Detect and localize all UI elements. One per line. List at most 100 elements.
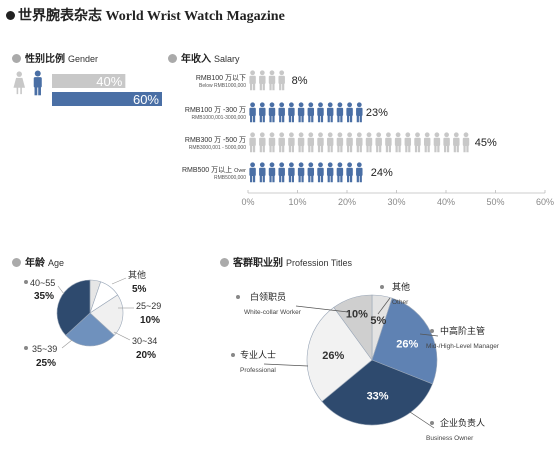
x-tick-label: 40% xyxy=(437,197,455,207)
person-icon xyxy=(268,162,276,183)
person-head xyxy=(279,132,285,138)
person-body xyxy=(249,167,256,176)
person-leg xyxy=(288,175,292,183)
person-leg xyxy=(252,115,256,123)
age-leader-line xyxy=(111,277,127,285)
person-head xyxy=(318,102,323,108)
label-dot-icon xyxy=(24,280,28,284)
person-icon xyxy=(317,132,324,153)
person-icon xyxy=(259,162,266,183)
profession-slice-label: 专业人士 xyxy=(240,349,276,360)
person-head xyxy=(269,132,275,138)
person-icon xyxy=(259,102,266,123)
person-leg xyxy=(453,145,456,153)
person-leg xyxy=(282,145,285,153)
person-icon xyxy=(249,162,256,183)
person-head xyxy=(298,162,304,168)
profession-slice-label-en: Other xyxy=(392,299,409,306)
person-head xyxy=(308,102,314,108)
person-leg xyxy=(347,175,350,183)
person-icon xyxy=(346,162,353,183)
person-head xyxy=(318,162,323,168)
salary-category-sublabel: RMB3000,001 - 5000,000 xyxy=(189,145,246,151)
person-body xyxy=(259,107,266,116)
person-icon xyxy=(326,102,334,123)
person-leg xyxy=(250,115,253,123)
person-body xyxy=(317,137,324,146)
person-body xyxy=(268,137,276,146)
person-icon xyxy=(317,162,324,183)
person-head xyxy=(289,132,294,138)
person-body xyxy=(249,107,256,116)
person-head xyxy=(269,70,275,76)
person-body xyxy=(356,107,363,116)
person-body xyxy=(288,107,295,116)
person-head xyxy=(269,102,275,108)
person-leg xyxy=(272,115,275,123)
person-icon xyxy=(414,132,421,153)
person-icon xyxy=(433,132,441,153)
person-leg xyxy=(272,145,275,153)
profession-slice-label-en: Professional xyxy=(240,367,276,374)
person-icon xyxy=(297,132,305,153)
person-head xyxy=(453,132,459,138)
salary-category-label: RMB100 万以下 xyxy=(196,74,246,82)
person-body xyxy=(365,137,373,146)
person-head xyxy=(327,132,333,138)
person-head xyxy=(463,132,469,138)
person-icon xyxy=(336,102,344,123)
salary-value-label: 24% xyxy=(371,167,393,179)
x-tick-label: 10% xyxy=(288,197,306,207)
age-leader-line xyxy=(113,331,131,341)
person-icon xyxy=(356,162,363,183)
person-leg xyxy=(262,175,265,183)
age-slice-label: 40~55 xyxy=(30,278,55,288)
person-leg xyxy=(347,145,350,153)
profession-slice xyxy=(306,306,373,402)
person-leg xyxy=(466,145,469,153)
person-body xyxy=(259,137,266,146)
age-slice-value: 35% xyxy=(34,291,54,302)
person-leg xyxy=(366,145,369,153)
person-head xyxy=(395,132,401,138)
person-leg xyxy=(349,145,353,153)
person-head xyxy=(366,132,372,138)
person-body xyxy=(385,137,392,146)
x-tick-label: 50% xyxy=(486,197,504,207)
profession-leader-line xyxy=(419,333,439,337)
salary-category-label-extra: Over xyxy=(234,168,246,174)
age-slice-label: 其他 xyxy=(128,269,146,280)
gender-section-title: 性别比例 Gender xyxy=(12,50,98,65)
person-leg xyxy=(282,175,285,183)
person-leg xyxy=(456,145,459,153)
person-body xyxy=(394,137,402,146)
person-icon xyxy=(404,132,412,153)
person-leg xyxy=(252,83,256,91)
person-head xyxy=(308,162,314,168)
person-leg xyxy=(298,175,301,183)
person-leg xyxy=(398,145,401,153)
person-icon xyxy=(307,162,315,183)
person-icon xyxy=(394,132,402,153)
person-leg xyxy=(349,115,353,123)
person-head xyxy=(327,102,333,108)
profession-slice-label-en: Mid-/High-Level Manager xyxy=(426,343,500,350)
person-leg xyxy=(337,175,340,183)
person-icon xyxy=(288,102,295,123)
person-head xyxy=(337,102,343,108)
person-body xyxy=(356,137,363,146)
person-body xyxy=(317,107,324,116)
person-leg xyxy=(288,115,292,123)
x-tick-label: 30% xyxy=(387,197,405,207)
age-slice-value: 25% xyxy=(36,358,56,369)
person-body xyxy=(278,167,285,176)
person-leg xyxy=(259,115,262,123)
person-body xyxy=(249,75,256,84)
person-leg xyxy=(317,175,321,183)
person-body xyxy=(249,137,256,146)
person-leg xyxy=(34,86,38,96)
salary-value-label: 8% xyxy=(292,75,308,87)
person-body xyxy=(13,77,26,95)
person-icon xyxy=(453,132,460,153)
person-head xyxy=(298,132,304,138)
